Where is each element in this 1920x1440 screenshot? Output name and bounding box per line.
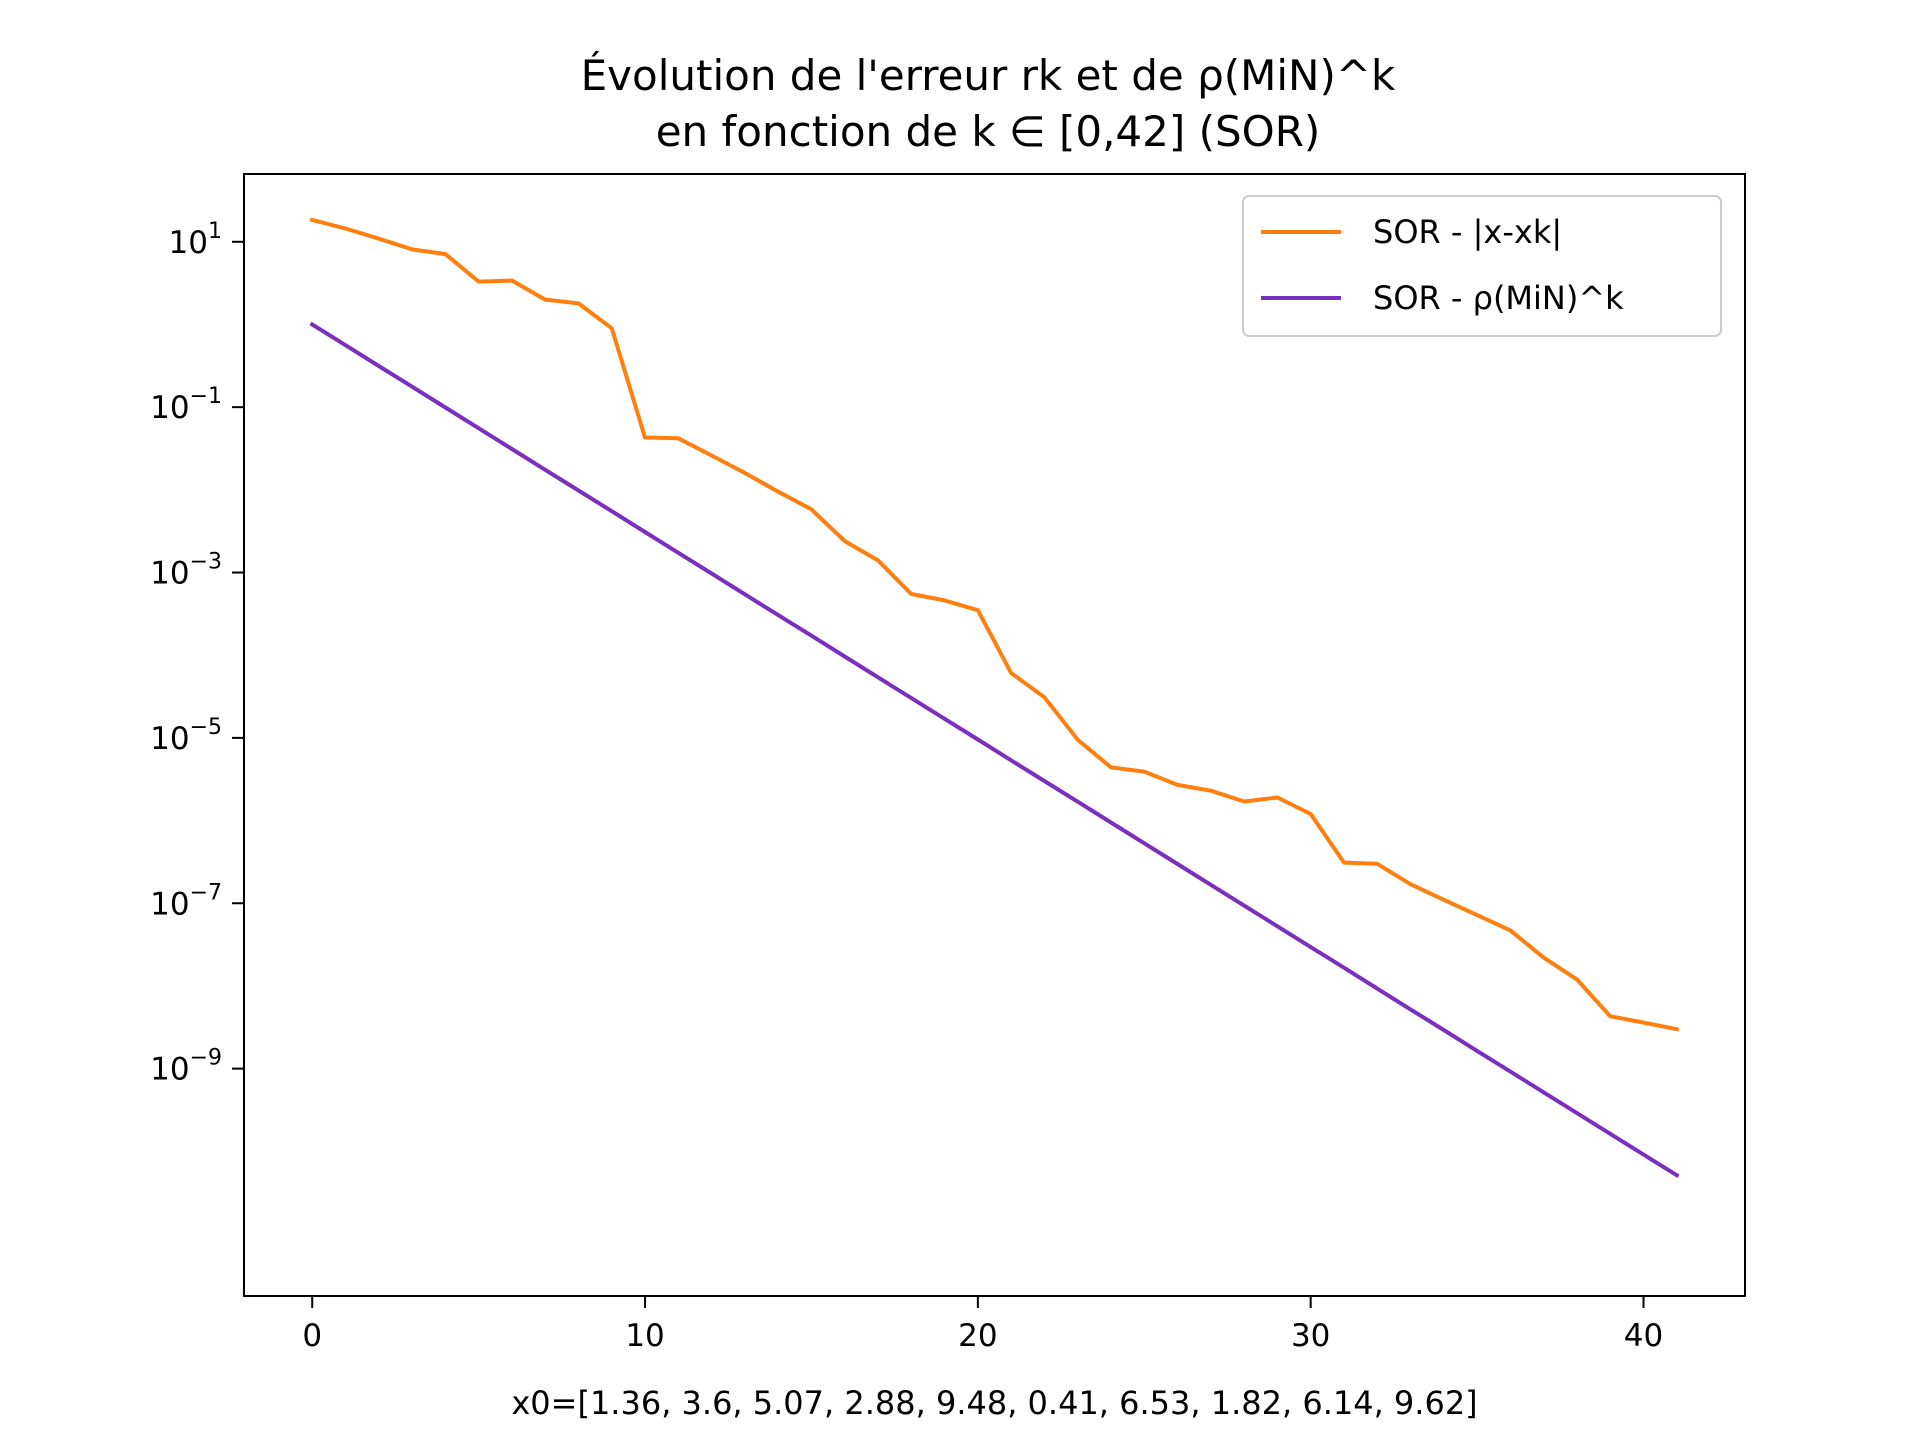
y-tick-label-exponent: −9 bbox=[190, 1046, 222, 1071]
y-tick-label-base: 10 bbox=[150, 1052, 189, 1088]
y-tick-label-base: 10 bbox=[150, 721, 189, 757]
y-tick-label-exponent: −3 bbox=[190, 550, 222, 575]
y-tick-label: 10−1 bbox=[150, 384, 222, 426]
y-tick-label: 10−5 bbox=[150, 715, 222, 757]
y-tick-label-exponent: 1 bbox=[208, 219, 222, 244]
plot-area-frame bbox=[243, 173, 1746, 1297]
chart-title-line2: en fonction de k ∈ [0,42] (SOR) bbox=[656, 107, 1321, 156]
legend: SOR - |x-xk| SOR - ρ(MiN)^k bbox=[1242, 195, 1722, 337]
x-axis-label: x0=[1.36, 3.6, 5.07, 2.88, 9.48, 0.41, 6… bbox=[511, 1384, 1477, 1422]
legend-label-1: SOR - |x-xk| bbox=[1373, 213, 1562, 251]
series-line-1 bbox=[309, 217, 1680, 1032]
x-tick-label: 40 bbox=[1624, 1318, 1663, 1354]
y-tick-label-base: 10 bbox=[169, 225, 208, 261]
series-line-2 bbox=[309, 321, 1680, 1179]
y-tick-label-base: 10 bbox=[150, 886, 189, 922]
y-tick-label: 101 bbox=[169, 219, 222, 261]
y-tick-label: 10−7 bbox=[150, 880, 222, 922]
y-tick-label-exponent: −1 bbox=[190, 384, 222, 409]
x-tick-label: 20 bbox=[958, 1318, 997, 1354]
y-tick-label: 10−3 bbox=[150, 550, 222, 592]
y-tick-label-exponent: −7 bbox=[190, 880, 222, 905]
legend-label-2: SOR - ρ(MiN)^k bbox=[1373, 279, 1624, 317]
x-tick-label: 10 bbox=[625, 1318, 664, 1354]
y-tick-label-base: 10 bbox=[150, 390, 189, 426]
series-layer bbox=[309, 217, 1680, 1179]
y-tick-label: 10−9 bbox=[150, 1046, 222, 1088]
y-tick-label-exponent: −5 bbox=[190, 715, 222, 740]
y-tick-label-base: 10 bbox=[150, 556, 189, 592]
x-tick-label: 0 bbox=[302, 1318, 322, 1354]
legend-box bbox=[1242, 195, 1722, 337]
x-tick-label: 30 bbox=[1291, 1318, 1330, 1354]
chart-title-line1: Évolution de l'erreur rk et de ρ(MiN)^k bbox=[581, 50, 1396, 100]
